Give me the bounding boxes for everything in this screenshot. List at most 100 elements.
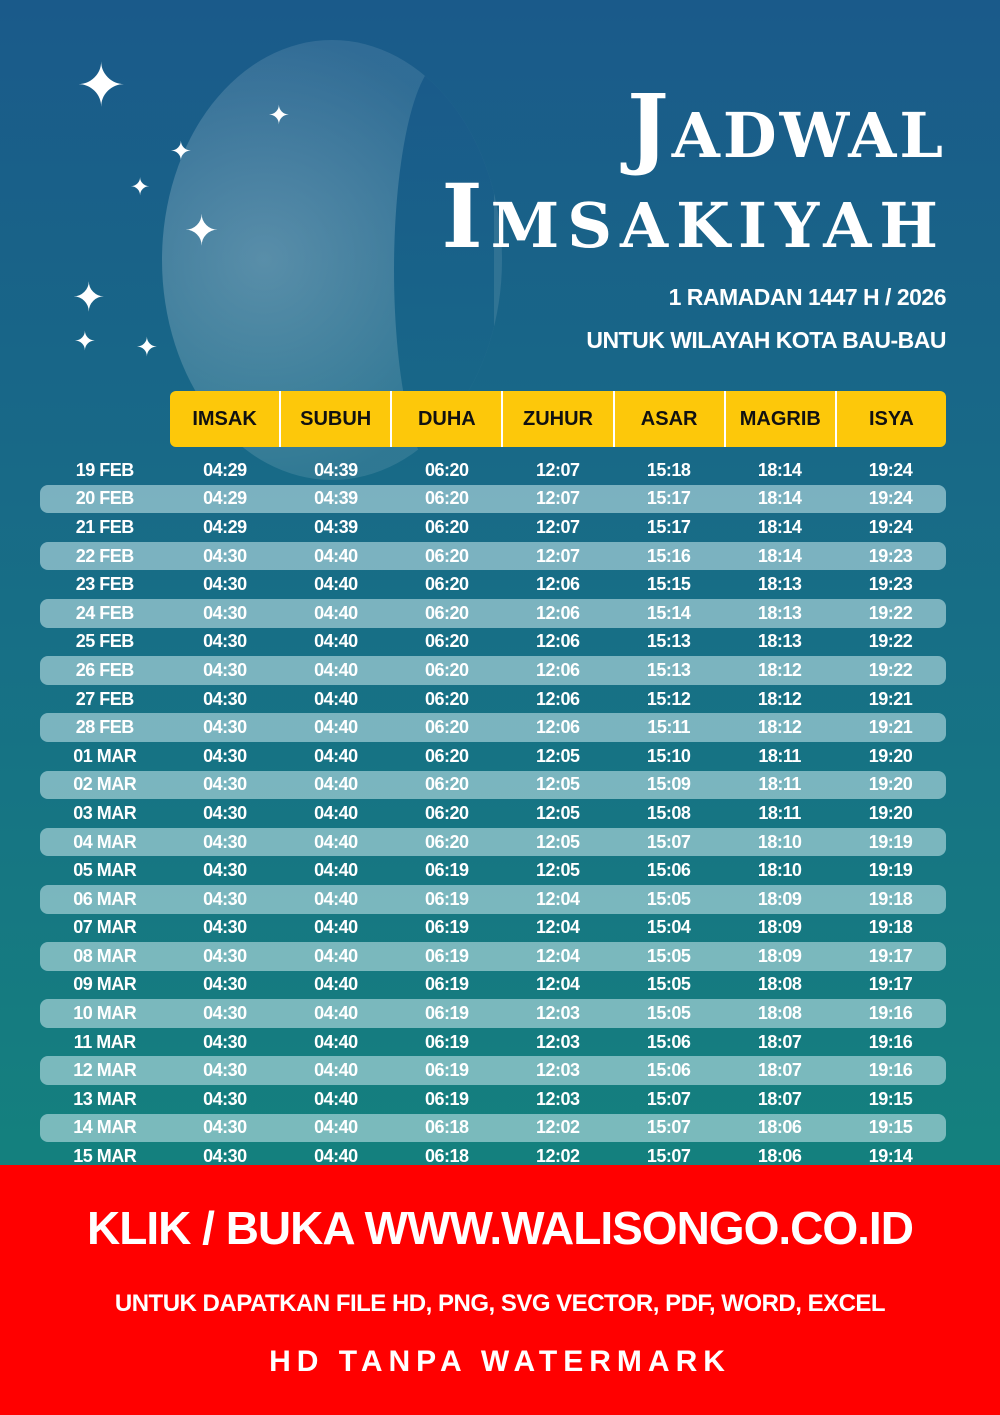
time-cell: 04:30 <box>203 688 247 709</box>
time-cell: 04:40 <box>314 802 358 823</box>
table-row: 25 FEB 04:30 04:40 06:20 12:06 15:13 18:13 19:2… <box>40 628 946 657</box>
time-cell: 18:08 <box>757 974 802 995</box>
subtitle: 1 RAMADAN 1447 H / 2026 <box>668 284 947 310</box>
promo-banner[interactable]: KLIK / BUKA WWW.WALISONGO.CO.ID UNTUK DA… <box>0 1165 1000 1415</box>
time-cell: 12:03 <box>535 1088 580 1109</box>
time-cell: 15:07 <box>646 1146 691 1167</box>
time-cell: 15:07 <box>646 831 691 852</box>
table-row: 05 MAR 04:30 04:40 06:19 12:05 15:06 18:10 19:1… <box>40 856 946 885</box>
time-cell: 19:21 <box>868 688 913 709</box>
star-icon: ✦ <box>74 326 96 356</box>
time-cell: 19:15 <box>868 1117 913 1138</box>
time-cell: 18:11 <box>758 802 801 823</box>
time-cell: 12:07 <box>535 459 580 480</box>
star-icon: ✦ <box>136 332 158 362</box>
time-cell: 04:30 <box>203 574 247 595</box>
time-cell: 19:22 <box>868 631 913 652</box>
table-row: 22 FEB 04:30 04:40 06:20 12:07 15:16 18:14 19:2… <box>40 541 946 571</box>
date-cell: 19 FEB <box>75 459 135 480</box>
time-cell: 15:06 <box>646 1031 691 1052</box>
time-cell: 04:39 <box>314 459 358 480</box>
time-cell: 18:09 <box>757 917 802 938</box>
column-header: ZUHUR <box>503 391 615 447</box>
time-cell: 18:12 <box>757 717 802 738</box>
time-cell: 06:20 <box>425 774 469 795</box>
table-row: 14 MAR 04:30 04:40 06:18 12:02 15:07 18:06 19:1… <box>40 1113 946 1143</box>
time-cell: 18:12 <box>757 659 802 680</box>
time-cell: 04:30 <box>203 945 247 966</box>
time-cell: 04:30 <box>203 774 247 795</box>
star-icon: ✦ <box>170 136 192 166</box>
time-cell: 18:07 <box>757 1088 802 1109</box>
time-cell: 12:03 <box>535 1003 580 1024</box>
date-cell: 15 MAR <box>73 1146 137 1167</box>
banner-line1[interactable]: KLIK / BUKA WWW.WALISONGO.CO.ID <box>87 1202 914 1254</box>
time-cell: 19:18 <box>868 917 913 938</box>
time-cell: 04:40 <box>314 831 358 852</box>
date-cell: 02 MAR <box>73 774 137 795</box>
time-cell: 12:06 <box>535 659 580 680</box>
time-cell: 04:39 <box>314 516 358 537</box>
time-cell: 12:06 <box>535 574 580 595</box>
time-cell: 15:17 <box>646 516 691 537</box>
time-cell: 04:30 <box>203 888 247 909</box>
column-header: SUBUH <box>281 391 393 447</box>
time-cell: 04:30 <box>203 1060 247 1081</box>
time-cell: 06:20 <box>425 802 469 823</box>
column-header: DUHA <box>392 391 504 447</box>
time-cell: 04:40 <box>314 1146 358 1167</box>
date-cell: 20 FEB <box>75 488 135 509</box>
star-icon: ✦ <box>76 52 127 119</box>
time-cell: 12:06 <box>535 688 580 709</box>
time-cell: 18:06 <box>757 1117 802 1138</box>
time-cell: 15:13 <box>646 631 691 652</box>
time-cell: 06:19 <box>425 888 469 909</box>
time-cell: 04:30 <box>203 860 247 881</box>
time-cell: 19:21 <box>868 717 913 738</box>
time-cell: 15:13 <box>646 659 691 680</box>
star-icon: ✦ <box>184 207 220 254</box>
time-cell: 18:14 <box>757 545 802 566</box>
time-cell: 12:04 <box>535 974 580 995</box>
time-cell: 04:30 <box>203 802 247 823</box>
table-row: 13 MAR 04:30 04:40 06:19 12:03 15:07 18:07 19:1… <box>40 1085 946 1114</box>
table-row: 01 MAR 04:30 04:40 06:20 12:05 15:10 18:11 19:2… <box>40 742 946 771</box>
time-cell: 04:40 <box>314 745 358 766</box>
time-cell: 06:18 <box>425 1117 469 1138</box>
time-cell: 12:02 <box>535 1117 580 1138</box>
time-cell: 15:10 <box>646 745 691 766</box>
date-cell: 23 FEB <box>75 574 135 595</box>
time-cell: 15:07 <box>646 1117 691 1138</box>
time-cell: 04:30 <box>203 717 247 738</box>
time-cell: 06:19 <box>425 860 469 881</box>
time-cell: 19:20 <box>868 802 913 823</box>
column-header: ISYA <box>868 407 914 430</box>
table-row: 28 FEB 04:30 04:40 06:20 12:06 15:11 18:12 19:2… <box>40 713 946 742</box>
date-cell: 12 MAR <box>73 1060 137 1081</box>
date-cell: 08 MAR <box>73 945 137 966</box>
time-cell: 04:30 <box>203 1088 247 1109</box>
time-cell: 18:11 <box>758 774 801 795</box>
star-icon: ✦ <box>268 100 290 130</box>
table-row: 19 FEB 04:29 04:39 06:20 12:07 15:18 18:14 19:2… <box>40 456 946 485</box>
time-cell: 18:10 <box>757 831 802 852</box>
time-cell: 18:07 <box>757 1031 802 1052</box>
time-cell: 15:11 <box>647 717 690 738</box>
time-cell: 06:20 <box>425 459 469 480</box>
time-cell: 18:13 <box>757 574 802 595</box>
time-cell: 18:11 <box>758 745 801 766</box>
time-cell: 04:30 <box>203 831 247 852</box>
region: UNTUK WILAYAH KOTA BAU-BAU <box>586 327 946 353</box>
time-cell: 19:19 <box>868 831 913 852</box>
time-cell: 04:40 <box>314 888 358 909</box>
date-cell: 04 MAR <box>73 831 137 852</box>
time-cell: 18:14 <box>757 488 802 509</box>
time-cell: 19:24 <box>868 516 913 537</box>
time-cell: 04:30 <box>203 1031 247 1052</box>
column-header: ASAR <box>615 391 726 447</box>
time-cell: 19:17 <box>868 945 913 966</box>
time-cell: 18:13 <box>757 631 802 652</box>
time-cell: 12:07 <box>535 516 580 537</box>
time-cell: 15:07 <box>646 1088 691 1109</box>
time-cell: 04:30 <box>203 1146 247 1167</box>
